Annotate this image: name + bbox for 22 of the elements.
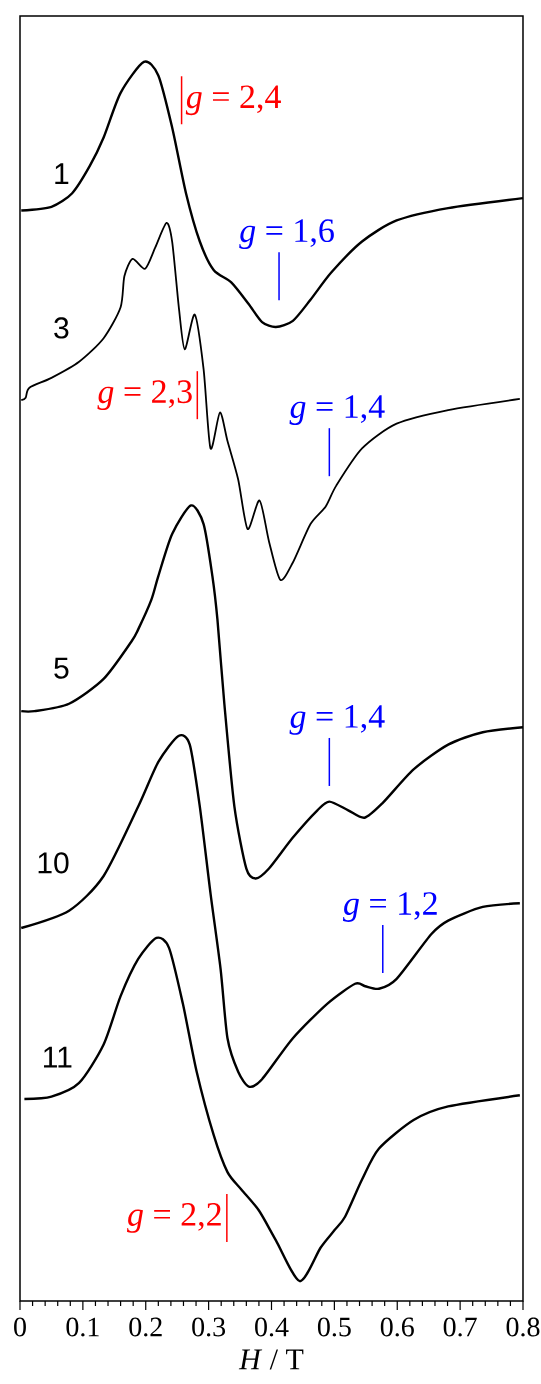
- x-tick-label: 0.2: [129, 1317, 162, 1337]
- series-label: 5: [54, 657, 69, 679]
- x-axis-title: H / T: [238, 1349, 304, 1370]
- annotation: g = 1,6: [239, 219, 334, 250]
- x-tick-label: 0: [14, 1317, 26, 1337]
- x-tick-label: 0.8: [506, 1317, 540, 1337]
- annotation: g = 2,3: [97, 380, 192, 411]
- series-label: 3: [54, 317, 69, 339]
- annotation: g = 1,4: [289, 395, 385, 425]
- x-tick-label: 0.7: [443, 1317, 477, 1337]
- x-tick-label: 0.5: [317, 1317, 351, 1337]
- x-tick-label: 0.6: [380, 1317, 414, 1337]
- series-label: 11: [44, 1046, 72, 1068]
- x-tick-label: 0.1: [66, 1317, 99, 1337]
- x-tick-label: 0.4: [255, 1317, 289, 1337]
- annotation: g = 1,4: [289, 705, 385, 735]
- x-tick-label: 0.3: [192, 1317, 226, 1337]
- series-label: 10: [38, 852, 69, 874]
- series-label: 1: [55, 163, 69, 185]
- annotation: g = 2,4: [185, 85, 281, 116]
- annotation: g = 2,2: [127, 1203, 221, 1233]
- annotation: g = 1,2: [342, 892, 437, 922]
